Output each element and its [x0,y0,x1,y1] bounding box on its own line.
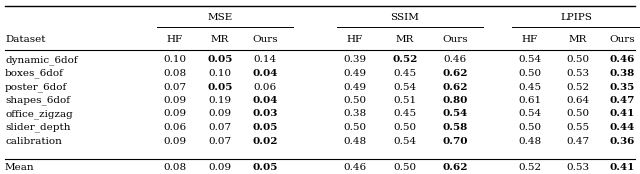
Text: 0.50: 0.50 [344,123,367,132]
Text: 0.19: 0.19 [209,96,232,105]
Text: 0.05: 0.05 [252,123,278,132]
Text: 0.64: 0.64 [566,96,589,105]
Text: 0.48: 0.48 [344,136,367,145]
Text: 0.52: 0.52 [518,163,541,172]
Text: 0.41: 0.41 [609,109,635,118]
Text: HF: HF [522,35,538,45]
Text: 0.52: 0.52 [392,56,418,65]
Text: Ours: Ours [609,35,635,45]
Text: 0.10: 0.10 [163,56,187,65]
Text: LPIPS: LPIPS [560,13,592,22]
Text: 0.61: 0.61 [518,96,541,105]
Text: shapes_6dof: shapes_6dof [5,96,70,105]
Text: 0.09: 0.09 [209,163,232,172]
Text: 0.03: 0.03 [252,109,278,118]
Text: calibration: calibration [5,136,62,145]
Text: 0.51: 0.51 [394,96,417,105]
Text: 0.50: 0.50 [394,163,417,172]
Text: MR: MR [396,35,414,45]
Text: office_zigzag: office_zigzag [5,109,73,119]
Text: 0.09: 0.09 [163,136,187,145]
Text: 0.06: 0.06 [253,82,276,92]
Text: 0.08: 0.08 [163,69,187,78]
Text: 0.45: 0.45 [518,82,541,92]
Text: 0.48: 0.48 [518,136,541,145]
Text: 0.80: 0.80 [442,96,468,105]
Text: 0.08: 0.08 [163,163,187,172]
Text: 0.05: 0.05 [252,163,278,172]
Text: 0.58: 0.58 [442,123,468,132]
Text: 0.50: 0.50 [566,109,589,118]
Text: 0.47: 0.47 [566,136,589,145]
Text: 0.50: 0.50 [394,123,417,132]
Text: 0.53: 0.53 [566,69,589,78]
Text: 0.36: 0.36 [609,136,635,145]
Text: 0.14: 0.14 [253,56,276,65]
Text: Ours: Ours [442,35,468,45]
Text: 0.50: 0.50 [518,69,541,78]
Text: 0.45: 0.45 [394,109,417,118]
Text: 0.49: 0.49 [344,69,367,78]
Text: poster_6dof: poster_6dof [5,82,67,92]
Text: SSIM: SSIM [390,13,419,22]
Text: 0.41: 0.41 [609,163,635,172]
Text: 0.62: 0.62 [442,69,468,78]
Text: 0.05: 0.05 [207,82,233,92]
Text: 0.50: 0.50 [566,56,589,65]
Text: 0.04: 0.04 [252,69,278,78]
Text: MSE: MSE [207,13,232,22]
Text: 0.54: 0.54 [518,109,541,118]
Text: slider_depth: slider_depth [5,123,70,132]
Text: 0.05: 0.05 [207,56,233,65]
Text: 0.53: 0.53 [566,163,589,172]
Text: 0.09: 0.09 [163,109,187,118]
Text: 0.54: 0.54 [442,109,468,118]
Text: 0.50: 0.50 [518,123,541,132]
Text: 0.39: 0.39 [344,56,367,65]
Text: 0.02: 0.02 [252,136,278,145]
Text: 0.38: 0.38 [344,109,367,118]
Text: 0.70: 0.70 [442,136,468,145]
Text: MR: MR [211,35,229,45]
Text: 0.52: 0.52 [566,82,589,92]
Text: dynamic_6dof: dynamic_6dof [5,55,77,65]
Text: 0.54: 0.54 [394,136,417,145]
Text: 0.44: 0.44 [609,123,635,132]
Text: Ours: Ours [252,35,278,45]
Text: 0.09: 0.09 [209,109,232,118]
Text: Dataset: Dataset [5,35,45,45]
Text: 0.49: 0.49 [344,82,367,92]
Text: 0.07: 0.07 [209,123,232,132]
Text: 0.45: 0.45 [394,69,417,78]
Text: 0.54: 0.54 [518,56,541,65]
Text: boxes_6dof: boxes_6dof [5,69,64,78]
Text: 0.06: 0.06 [163,123,187,132]
Text: 0.55: 0.55 [566,123,589,132]
Text: 0.35: 0.35 [609,82,635,92]
Text: 0.46: 0.46 [344,163,367,172]
Text: MR: MR [569,35,587,45]
Text: 0.62: 0.62 [442,163,468,172]
Text: Mean: Mean [5,163,35,172]
Text: 0.50: 0.50 [344,96,367,105]
Text: 0.04: 0.04 [252,96,278,105]
Text: 0.07: 0.07 [163,82,187,92]
Text: HF: HF [167,35,183,45]
Text: 0.38: 0.38 [609,69,635,78]
Text: 0.10: 0.10 [209,69,232,78]
Text: 0.46: 0.46 [609,56,635,65]
Text: 0.54: 0.54 [394,82,417,92]
Text: 0.62: 0.62 [442,82,468,92]
Text: 0.07: 0.07 [209,136,232,145]
Text: 0.47: 0.47 [609,96,635,105]
Text: HF: HF [347,35,363,45]
Text: 0.09: 0.09 [163,96,187,105]
Text: 0.46: 0.46 [444,56,467,65]
